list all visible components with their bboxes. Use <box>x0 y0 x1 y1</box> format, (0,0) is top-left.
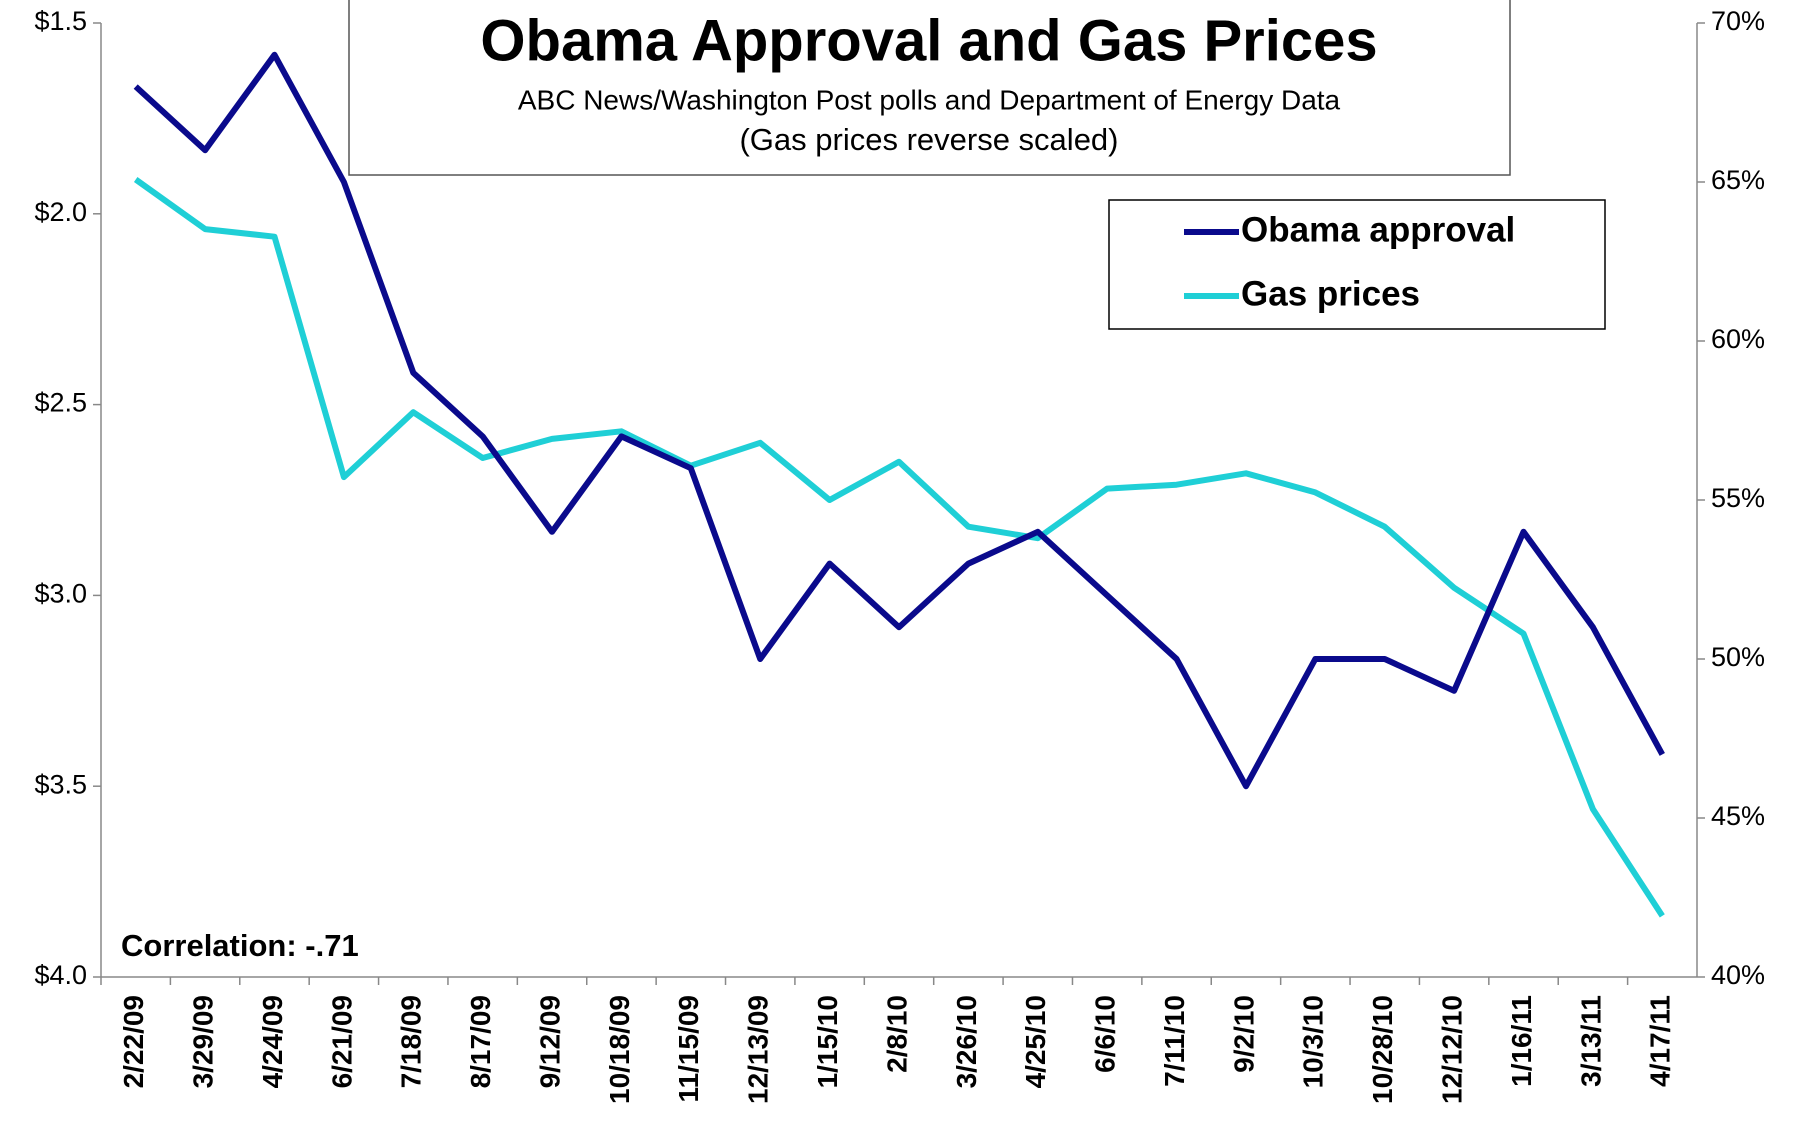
y-tick-label: $1.5 <box>34 6 87 36</box>
y2-tick-label: 70% <box>1711 6 1765 36</box>
chart-subtitle: (Gas prices reverse scaled) <box>739 122 1118 157</box>
legend-label: Obama approval <box>1241 210 1515 249</box>
x-tick-label: 6/21/09 <box>326 995 357 1088</box>
chart-title: Obama Approval and Gas Prices <box>480 8 1377 73</box>
x-tick-label: 12/12/10 <box>1437 995 1468 1104</box>
y2-tick-label: 65% <box>1711 165 1765 195</box>
x-tick-label: 2/8/10 <box>881 995 912 1073</box>
x-tick-label: 8/17/09 <box>465 995 496 1088</box>
x-tick-label: 10/28/10 <box>1367 995 1398 1104</box>
x-tick-label: 9/12/09 <box>534 995 565 1088</box>
x-tick-label: 4/25/10 <box>1020 995 1051 1088</box>
y-tick-label: $3.0 <box>34 579 87 609</box>
series-line <box>133 177 1665 918</box>
x-tick-label: 11/15/09 <box>673 995 704 1102</box>
x-tick-label: 2/22/09 <box>118 995 149 1088</box>
y2-tick-label: 60% <box>1711 324 1765 354</box>
legend-label: Gas prices <box>1241 274 1420 313</box>
x-tick-label: 7/11/10 <box>1159 995 1190 1087</box>
y2-tick-label: 55% <box>1711 483 1765 513</box>
annotation: Correlation: -.71 <box>121 928 359 963</box>
y-tick-label: $3.5 <box>34 769 87 799</box>
title-box <box>348 0 1511 176</box>
x-tick-label: 6/6/10 <box>1090 995 1121 1073</box>
x-tick-label: 10/3/10 <box>1298 995 1329 1088</box>
x-tick-label: 7/18/09 <box>396 995 427 1088</box>
x-tick-label: 3/13/11 <box>1575 995 1606 1087</box>
x-tick-label: 3/29/09 <box>187 995 218 1088</box>
y-tick-label: $2.5 <box>34 388 87 418</box>
chart-subtitle: ABC News/Washington Post polls and Depar… <box>518 84 1341 115</box>
legend-box <box>1108 199 1606 330</box>
y2-tick-label: 45% <box>1711 801 1765 831</box>
y-tick-label: $2.0 <box>34 197 87 227</box>
y2-tick-label: 50% <box>1711 642 1765 672</box>
x-tick-label: 9/2/10 <box>1228 995 1259 1073</box>
x-tick-label: 1/16/11 <box>1506 995 1537 1087</box>
x-tick-label: 12/13/09 <box>743 995 774 1104</box>
y2-tick-label: 40% <box>1711 960 1765 990</box>
series-line <box>133 51 1665 790</box>
y-tick-label: $4.0 <box>34 960 87 990</box>
x-tick-label: 10/18/09 <box>604 995 635 1104</box>
x-tick-label: 4/24/09 <box>257 995 288 1088</box>
x-tick-label: 4/17/11 <box>1645 995 1676 1087</box>
x-tick-label: 1/15/10 <box>812 995 843 1088</box>
x-tick-label: 3/26/10 <box>951 995 982 1088</box>
